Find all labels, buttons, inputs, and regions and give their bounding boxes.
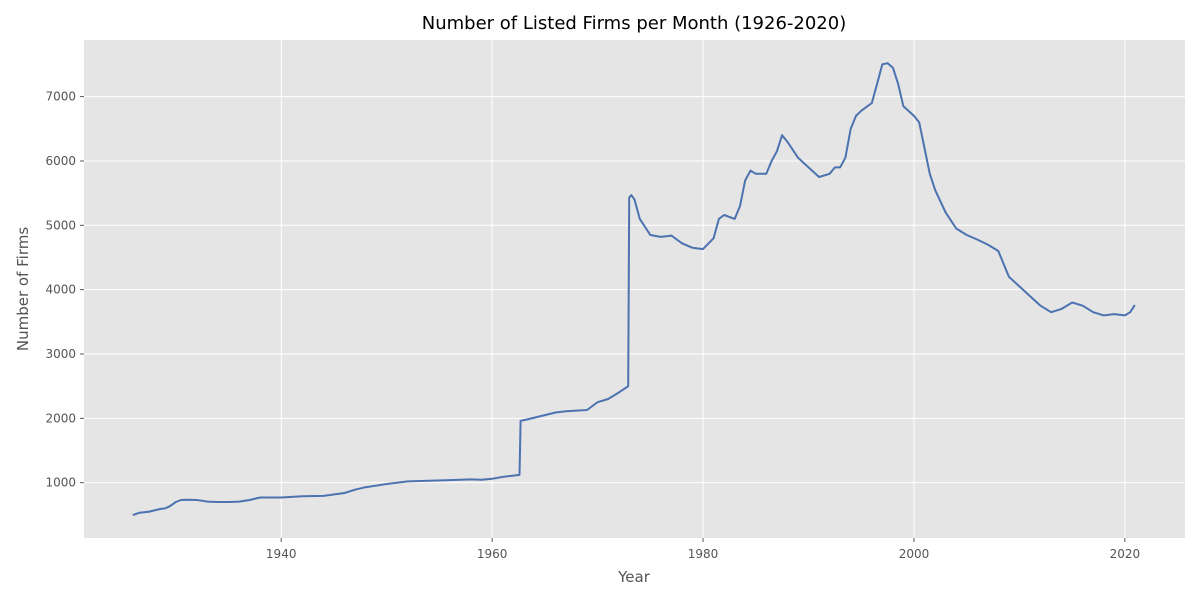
tick-labels: 1940 1960 1980 2000 2020 1000 2000 3000 4000 5000… [45, 90, 1140, 561]
y-tick-label: 4000 [45, 283, 76, 297]
y-tick-label: 1000 [45, 476, 76, 490]
y-tick-label: 6000 [45, 154, 76, 168]
plot-area [84, 40, 1185, 538]
y-tick-label: 7000 [45, 90, 76, 104]
x-tick-label: 2020 [1110, 547, 1141, 561]
chart-title: Number of Listed Firms per Month (1926-2… [422, 13, 846, 34]
y-tick-label: 2000 [45, 411, 76, 425]
x-tick-label: 2000 [899, 547, 930, 561]
x-tick-label: 1980 [688, 547, 719, 561]
y-axis-label: Number of Firms [14, 227, 32, 351]
y-tick-label: 3000 [45, 347, 76, 361]
series-line-listed-firms [132, 62, 1136, 516]
x-tick-label: 1960 [477, 547, 508, 561]
x-tick-label: 1940 [266, 547, 297, 561]
grid [84, 40, 1185, 538]
y-tick-label: 5000 [45, 218, 76, 232]
x-axis-label: Year [617, 568, 651, 586]
